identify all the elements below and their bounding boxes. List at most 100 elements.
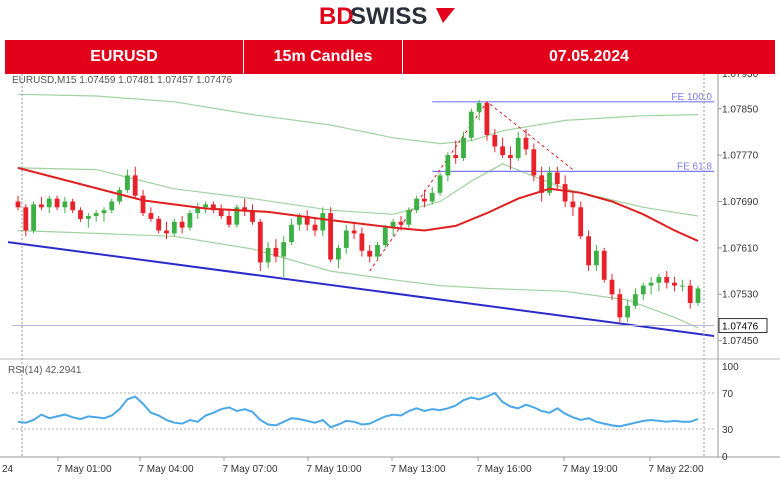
bear-candle xyxy=(70,201,76,211)
current-price-box xyxy=(718,318,768,334)
bull-candle xyxy=(320,213,326,231)
logo-text-bd: BD xyxy=(319,3,354,30)
bull-candle xyxy=(633,294,638,306)
bdswiss-logo: BD SWISS xyxy=(319,3,455,30)
price-info-label: EURUSD,M15 1.07459 1.07481 1.07457 1.074… xyxy=(12,75,233,86)
bull-candle xyxy=(547,172,552,193)
bear-candle xyxy=(601,250,607,280)
moving-average-line xyxy=(17,166,699,242)
bull-candle xyxy=(656,276,662,283)
logo-arrow-icon xyxy=(436,8,455,23)
bull-candle xyxy=(297,216,302,225)
bear-candle xyxy=(492,134,498,147)
bull-candle xyxy=(109,201,115,211)
rsi-line xyxy=(17,391,699,429)
bull-candle xyxy=(46,198,52,208)
rsi-tick-label: 100 xyxy=(722,362,739,373)
bull-candle xyxy=(679,285,685,287)
bull-candle xyxy=(648,282,654,286)
bear-candle xyxy=(570,201,576,208)
time-tick-label: 7 May 19:00 xyxy=(562,464,617,475)
bear-candle xyxy=(586,236,591,266)
bull-candle xyxy=(195,207,201,214)
price-tick-label: 1.07530 xyxy=(722,290,759,301)
price-tick-label: 1.07690 xyxy=(722,197,759,208)
bear-candle xyxy=(398,221,404,225)
bear-candle xyxy=(617,294,623,318)
bull-candle xyxy=(125,175,130,190)
bear-candle xyxy=(148,213,154,219)
bear-candle xyxy=(78,210,83,219)
bull-candle xyxy=(625,305,630,318)
bull-candle xyxy=(640,285,646,295)
bull-candle xyxy=(406,210,412,225)
bear-candle xyxy=(609,279,615,295)
bear-candle xyxy=(250,210,255,222)
bull-candle xyxy=(695,288,701,303)
bear-candle xyxy=(328,213,333,260)
current-price-label: 1.07476 xyxy=(722,322,759,333)
bear-candle xyxy=(523,137,529,150)
bear-candle xyxy=(23,207,29,231)
bull-candle xyxy=(336,247,341,260)
rsi-tick-label: 70 xyxy=(722,389,734,400)
bear-candle xyxy=(578,207,584,237)
price-chart: FE 100.0FE 61.8 1.078501.077701.076901.0… xyxy=(0,74,780,475)
time-tick-label: 7 May 07:00 xyxy=(222,464,277,475)
time-tick-label: 7 May 13:00 xyxy=(390,464,445,475)
bear-candle xyxy=(508,155,513,158)
header-date: 07.05.2024 xyxy=(548,48,630,65)
header-divider xyxy=(402,40,403,74)
bear-candle xyxy=(132,175,138,196)
bull-candle xyxy=(101,210,107,214)
bull-candle xyxy=(187,213,193,228)
bear-candle xyxy=(179,221,185,228)
time-tick-label-edge: 24 xyxy=(2,464,14,475)
bear-candle xyxy=(531,149,537,176)
bear-candle xyxy=(15,201,21,208)
bear-candle xyxy=(359,233,365,251)
band-upper-line xyxy=(17,93,699,145)
bull-candle xyxy=(468,111,474,138)
time-tick-label: 7 May 01:00 xyxy=(56,464,111,475)
bear-candle xyxy=(39,204,44,208)
bear-candle xyxy=(304,216,310,225)
bull-candle xyxy=(445,155,451,176)
bull-candle xyxy=(265,247,271,263)
header-divider xyxy=(243,40,244,74)
rsi-tick-label: 30 xyxy=(722,425,734,436)
price-tick-label: 1.07770 xyxy=(722,151,759,162)
bear-candle xyxy=(312,224,318,231)
bull-candle xyxy=(289,224,294,243)
price-tick-label: 1.07610 xyxy=(722,243,759,254)
moving-average xyxy=(17,166,699,242)
bollinger-bands xyxy=(17,93,699,329)
bear-candle xyxy=(554,172,560,185)
bear-candle xyxy=(351,230,357,234)
bear-candle xyxy=(453,155,459,158)
bull-candle xyxy=(343,230,349,248)
time-tick-label: 7 May 10:00 xyxy=(306,464,361,475)
bear-candle xyxy=(54,198,60,208)
header-timeframe: 15m Candles xyxy=(273,48,373,65)
bear-candle xyxy=(422,198,427,202)
logo-text-swiss: SWISS xyxy=(350,3,427,30)
fib-level-label: FE 100.0 xyxy=(671,92,712,103)
chart-header-banner: EURUSD 15m Candles 07.05.2024 xyxy=(5,40,775,74)
header-symbol: EURUSD xyxy=(90,48,158,65)
trend-lines xyxy=(7,241,715,337)
support-trendline xyxy=(7,241,715,337)
bull-candle xyxy=(461,137,466,159)
price-tick-label: 1.07450 xyxy=(722,336,759,347)
bear-candle xyxy=(164,230,169,234)
bear-candle xyxy=(242,207,247,211)
time-tick-label: 7 May 22:00 xyxy=(648,464,703,475)
rsi-label: RSI(14) 42.2941 xyxy=(8,365,82,376)
rsi-panel: 100 70 30 0 xyxy=(12,362,739,463)
bear-candle xyxy=(226,216,232,225)
bear-candle xyxy=(367,250,373,257)
bull-candle xyxy=(171,221,177,234)
bull-candle xyxy=(414,198,419,211)
chart-axes: 1.07850 1.07770 1.07690 1.07610 1.07530 1.074… xyxy=(0,74,780,475)
bull-candle xyxy=(375,245,380,257)
